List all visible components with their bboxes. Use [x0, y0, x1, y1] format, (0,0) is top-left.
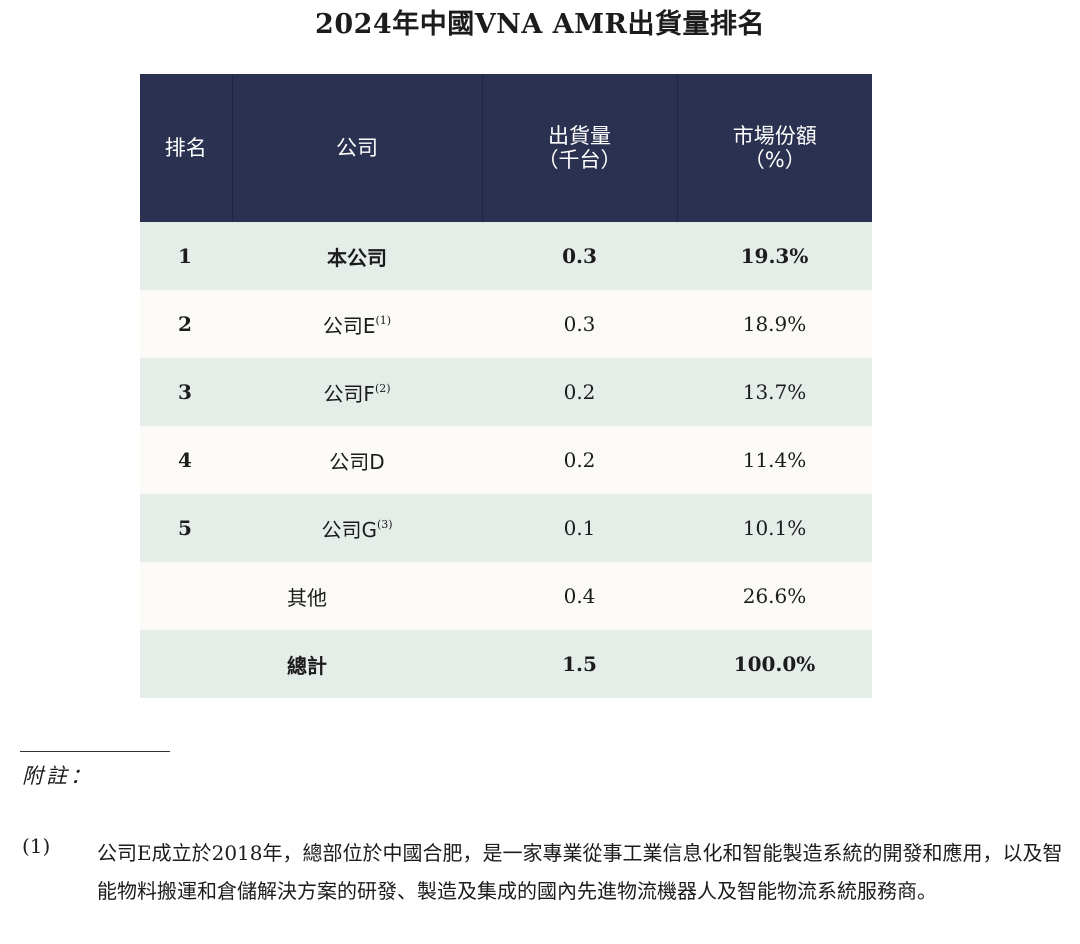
table-row: 5 公司G(3) 0.1 10.1% [140, 494, 872, 562]
share-cell: 18.9% [677, 290, 872, 358]
company-name: 總計 [287, 653, 327, 678]
company-name: 公司D [329, 449, 385, 474]
header-share-line1: 市場份額 [732, 124, 817, 148]
shipments-cell: 0.2 [482, 358, 677, 426]
rank-cell: 3 [140, 358, 232, 426]
rank-cell [140, 630, 232, 698]
share-cell: 11.4% [677, 426, 872, 494]
rank-cell: 4 [140, 426, 232, 494]
table-row: 2 公司E(1) 0.3 18.9% [140, 290, 872, 358]
page-title: 2024年中國VNA AMR出貨量排名 [315, 9, 765, 40]
footnote-marker: (2) [374, 381, 391, 395]
header-shipments-line2: （千台） [537, 148, 622, 172]
header-shipments-line1: 出貨量 [548, 124, 611, 148]
table-header-row: 排名 公司 出貨量 （千台） 市場份額 （%） [140, 74, 872, 222]
rank-cell: 5 [140, 494, 232, 562]
company-cell: 公司G(3) [232, 494, 482, 562]
ranking-table: 排名 公司 出貨量 （千台） 市場份額 （%） 1 本公司 0.3 19.3% [140, 74, 872, 698]
share-cell: 13.7% [677, 358, 872, 426]
company-cell: 總計 [232, 630, 482, 698]
table-row: 3 公司F(2) 0.2 13.7% [140, 358, 872, 426]
shipments-cell: 0.4 [482, 562, 677, 630]
shipments-cell: 0.3 [482, 290, 677, 358]
header-rank: 排名 [140, 74, 232, 222]
table-row: 1 本公司 0.3 19.3% [140, 222, 872, 290]
shipments-cell: 0.1 [482, 494, 677, 562]
footnote-number: (1) [22, 834, 51, 858]
company-name: 公司G [321, 517, 377, 542]
header-shipments: 出貨量 （千台） [481, 74, 677, 222]
ranking-table-container: 排名 公司 出貨量 （千台） 市場份額 （%） 1 本公司 0.3 19.3% [140, 74, 872, 698]
notes-label: 附註： [22, 764, 94, 788]
company-cell: 公司E(1) [232, 290, 482, 358]
share-cell: 26.6% [677, 562, 872, 630]
footnote-marker: (3) [376, 517, 393, 531]
shipments-cell: 1.5 [482, 630, 677, 698]
company-cell: 其他 [232, 562, 482, 630]
company-name: 本公司 [327, 245, 387, 270]
company-cell: 公司F(2) [232, 358, 482, 426]
footnote-marker: (1) [375, 313, 392, 327]
share-cell: 10.1% [677, 494, 872, 562]
company-name: 公司F [323, 381, 375, 406]
company-cell: 公司D [232, 426, 482, 494]
notes-divider [20, 751, 170, 752]
header-share: 市場份額 （%） [676, 74, 872, 222]
table-row: 4 公司D 0.2 11.4% [140, 426, 872, 494]
rank-cell [140, 562, 232, 630]
shipments-cell: 0.2 [482, 426, 677, 494]
share-cell: 100.0% [677, 630, 872, 698]
table-row: 其他 0.4 26.6% [140, 562, 872, 630]
company-name: 公司E [322, 313, 376, 338]
rank-cell: 1 [140, 222, 232, 290]
company-name: 其他 [287, 585, 327, 610]
share-cell: 19.3% [677, 222, 872, 290]
header-share-line2: （%） [743, 148, 806, 172]
shipments-cell: 0.3 [482, 222, 677, 290]
rank-cell: 2 [140, 290, 232, 358]
company-cell: 本公司 [232, 222, 482, 290]
footnote-text: 公司E成立於2018年，總部位於中國合肥，是一家專業從事工業信息化和智能製造系統… [97, 841, 1063, 903]
header-company: 公司 [231, 74, 482, 222]
table-total-row: 總計 1.5 100.0% [140, 630, 872, 698]
